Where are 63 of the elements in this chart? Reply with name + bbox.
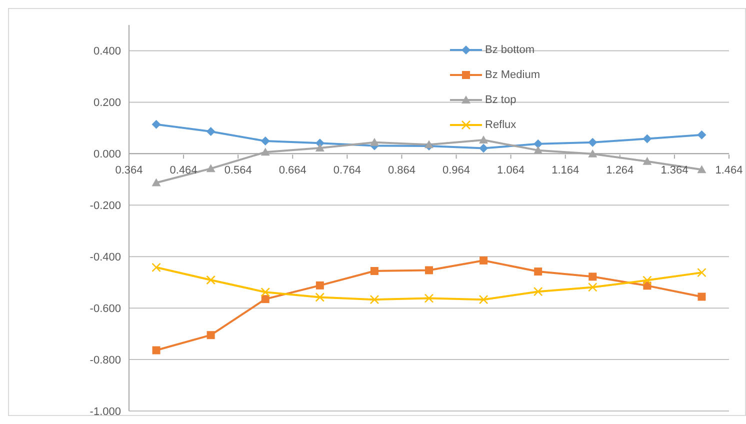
- point: [642, 134, 652, 144]
- point: [534, 146, 543, 154]
- point: [697, 268, 706, 278]
- point: [206, 331, 215, 340]
- y-tick-label: -1.000: [90, 406, 121, 418]
- x-tick-label: 1.464: [715, 164, 743, 177]
- x-tick-label: 1.364: [660, 164, 688, 177]
- y-tick-label: 0.200: [93, 97, 121, 110]
- point: [588, 272, 597, 281]
- point: [260, 287, 270, 297]
- point: [642, 156, 652, 165]
- point: [315, 292, 325, 302]
- point: [533, 286, 543, 296]
- point: [152, 262, 161, 272]
- point: [425, 266, 433, 274]
- point: [479, 136, 488, 144]
- y-tick-label: -0.400: [90, 252, 121, 264]
- y-tick-label: -0.600: [90, 302, 121, 315]
- x-tick-label: 0.564: [224, 164, 252, 177]
- point: [642, 276, 652, 285]
- point: [697, 130, 706, 140]
- legend-label: Reflux: [485, 118, 516, 130]
- x-tick-label: 1.264: [606, 164, 634, 177]
- y-tick-label: 0.000: [93, 148, 121, 161]
- y-tick-label: 0.400: [93, 46, 121, 58]
- x-tick-label: 1.164: [552, 164, 580, 177]
- point: [316, 281, 324, 290]
- point: [588, 149, 598, 158]
- point: [260, 148, 270, 156]
- x-tick-label: 0.664: [278, 164, 306, 177]
- x-tick-label: 1.064: [497, 164, 525, 177]
- point: [479, 144, 488, 153]
- point: [206, 127, 216, 136]
- point: [588, 282, 598, 292]
- x-tick-label: 0.964: [442, 164, 470, 177]
- x-tick-label: 0.364: [115, 164, 143, 177]
- x-tick-label: 0.464: [170, 164, 198, 177]
- point: [260, 136, 270, 146]
- point: [480, 256, 488, 264]
- point: [370, 294, 380, 304]
- y-tick-label: -0.200: [90, 200, 121, 212]
- point: [534, 139, 543, 148]
- point: [152, 178, 161, 186]
- x-tick-label: 0.864: [388, 164, 416, 177]
- point: [206, 164, 216, 172]
- legend-label: Bz Medium: [485, 68, 540, 80]
- point: [478, 294, 488, 304]
- point: [697, 165, 706, 174]
- point: [698, 292, 706, 301]
- point: [152, 346, 160, 354]
- point: [534, 268, 542, 276]
- point: [315, 144, 324, 152]
- point: [206, 275, 216, 285]
- point: [261, 295, 270, 304]
- point: [588, 138, 598, 147]
- point: [370, 138, 379, 146]
- y-tick-label: -0.800: [90, 354, 121, 366]
- point: [370, 267, 378, 276]
- point: [152, 120, 161, 129]
- point: [424, 294, 434, 303]
- legend-label: Bz bottom: [485, 44, 535, 56]
- legend-label: Bz top: [485, 94, 516, 106]
- x-tick-label: 0.764: [333, 164, 361, 177]
